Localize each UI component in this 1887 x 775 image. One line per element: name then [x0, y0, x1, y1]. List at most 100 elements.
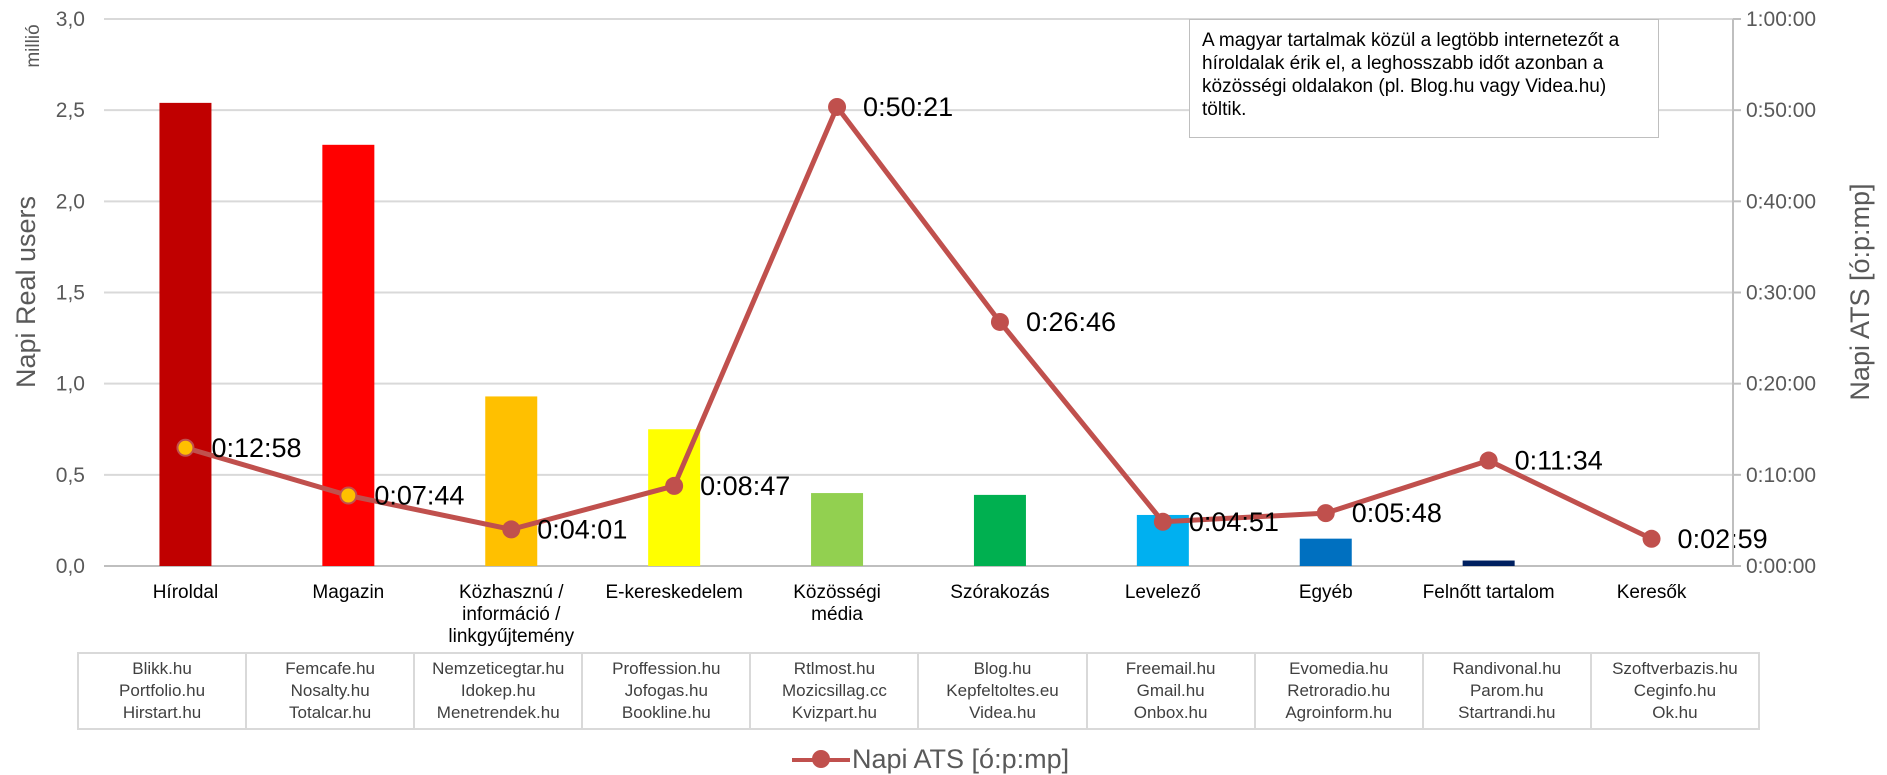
- annotation-box: A magyar tartalmak közül a legtöbb inter…: [1189, 19, 1659, 138]
- site-name: Jofogas.hu: [624, 681, 708, 700]
- legend-line-marker: [792, 744, 850, 774]
- y-left-tick-label: 1,5: [56, 282, 85, 305]
- y-left-axis-title: Napi Real users: [11, 196, 41, 388]
- legend: Napi ATS [ó:p:mp]: [792, 744, 1069, 774]
- ats-data-label: 0:08:47: [700, 471, 790, 501]
- sites-cell: Rtlmost.hu Mozicsillag.cc Kvizpart.hu: [749, 652, 920, 730]
- site-name: Nemzeticegtar.hu: [432, 659, 565, 678]
- ats-point-2: [339, 486, 358, 505]
- y-left-tick-label: 2,0: [56, 190, 85, 213]
- y-left-tick-label: 2,5: [56, 99, 85, 122]
- y-left-tick-label: 0,0: [56, 555, 85, 578]
- bar-3: [485, 396, 538, 566]
- gridlines: [104, 18, 1733, 567]
- sites-cell: Blog.hu Kepfeltoltes.eu Videa.hu: [917, 652, 1088, 730]
- x-category-label: linkgyűjtemény: [448, 626, 574, 647]
- site-name: Kvizpart.hu: [791, 703, 877, 722]
- y-right-axis-title: Napi ATS [ó:p:mp]: [1845, 183, 1875, 400]
- legend-label: Napi ATS [ó:p:mp]: [852, 743, 1070, 774]
- site-name: Gmail.hu: [1136, 681, 1205, 700]
- x-category-label: Híroldal: [153, 582, 218, 603]
- site-name: Parom.hu: [1469, 681, 1544, 700]
- site-name: Evomedia.hu: [1289, 659, 1389, 678]
- bar-4: [648, 429, 701, 566]
- bar-5: [811, 493, 864, 566]
- sites-cell: Femcafe.hu Nosalty.hu Totalcar.hu: [245, 652, 416, 730]
- site-name: Femcafe.hu: [285, 659, 376, 678]
- ats-data-label: 0:07:44: [374, 480, 464, 510]
- ats-point-10: [1642, 529, 1661, 548]
- x-category-label: Egyéb: [1299, 582, 1353, 603]
- site-name: Szoftverbazis.hu: [1612, 659, 1738, 678]
- site-name: Proffession.hu: [612, 659, 721, 678]
- site-name: Rtlmost.hu: [793, 659, 876, 678]
- x-category-label: média: [811, 604, 863, 625]
- bar-6: [973, 494, 1026, 566]
- ats-data-label: 0:05:48: [1352, 498, 1442, 528]
- site-name: Randivonal.hu: [1452, 659, 1562, 678]
- y-right-tick-label: 0:40:00: [1746, 190, 1816, 213]
- ats-point-8: [1316, 504, 1335, 523]
- x-category-label: információ /: [462, 604, 561, 625]
- site-name: Nosalty.hu: [290, 681, 370, 700]
- site-name: Freemail.hu: [1125, 659, 1216, 678]
- site-name: Blikk.hu: [132, 659, 192, 678]
- x-category-label: Felnőtt tartalom: [1423, 582, 1555, 603]
- x-category-label: Közösségi: [793, 582, 881, 603]
- site-name: Bookline.hu: [621, 703, 711, 722]
- ats-line-path: [184, 104, 1653, 542]
- sites-cell: Proffession.hu Jofogas.hu Bookline.hu: [581, 652, 752, 730]
- y-right-tick-label: 0:20:00: [1746, 373, 1816, 396]
- x-category-label: E-kereskedelem: [606, 582, 743, 603]
- ats-point-1: [176, 438, 195, 457]
- ats-data-label: 0:12:58: [211, 433, 301, 463]
- site-name: Onbox.hu: [1133, 703, 1208, 722]
- ats-data-label: 0:04:01: [537, 514, 627, 544]
- ats-point-5: [828, 97, 847, 116]
- sites-cell: Freemail.hu Gmail.hu Onbox.hu: [1085, 652, 1256, 730]
- site-name: Mozicsillag.cc: [781, 681, 887, 700]
- site-name: Ok.hu: [1652, 703, 1698, 722]
- sites-cell: Randivonal.hu Parom.hu Startrandi.hu: [1421, 652, 1592, 730]
- site-name: Blog.hu: [973, 659, 1032, 678]
- bar-9: [1462, 560, 1515, 566]
- sites-table: Blikk.hu Portfolio.hu Hirstart.hu Femcafe.h…: [76, 652, 1761, 730]
- x-category-label: Közhasznú /: [459, 582, 564, 603]
- x-category-label: Keresők: [1617, 582, 1687, 603]
- site-name: Ceginfo.hu: [1633, 681, 1717, 700]
- ats-point-4: [665, 476, 684, 495]
- x-category-label: Levelező: [1125, 582, 1201, 603]
- ats-data-label: 0:50:21: [863, 92, 953, 122]
- y-right-tick-label: 0:30:00: [1746, 282, 1816, 305]
- y-right-tick-label: 0:00:00: [1746, 555, 1816, 578]
- x-category-label: Szórakozás: [950, 582, 1049, 603]
- y-right-tick-label: 0:10:00: [1746, 464, 1816, 487]
- ats-point-7: [1153, 512, 1172, 531]
- site-name: Portfolio.hu: [119, 681, 206, 700]
- site-name: Idokep.hu: [460, 681, 536, 700]
- ats-point-6: [990, 312, 1009, 331]
- ats-point-9: [1479, 451, 1498, 470]
- x-category-label: Magazin: [312, 582, 384, 603]
- ats-data-label: 0:04:51: [1189, 507, 1279, 537]
- y-left-tick-label: 1,0: [56, 373, 85, 396]
- sites-cell: Szoftverbazis.hu Ceginfo.hu Ok.hu: [1589, 652, 1761, 730]
- y-right-tick-label: 1:00:00: [1746, 8, 1816, 31]
- y-left-tick-label: 3,0: [56, 8, 85, 31]
- site-name: Totalcar.hu: [289, 703, 372, 722]
- y-left-tick-label: 0,5: [56, 464, 85, 487]
- site-name: Menetrendek.hu: [436, 703, 560, 722]
- sites-cell: Evomedia.hu Retroradio.hu Agroinform.hu: [1253, 652, 1424, 730]
- axes: 0,0 0,5 1,0 1,5 2,0 2,5 3,0 0:00:00 0:10:00 0:20:…: [11, 8, 1875, 647]
- site-name: Startrandi.hu: [1458, 703, 1556, 722]
- site-name: Hirstart.hu: [122, 703, 202, 722]
- site-name: Agroinform.hu: [1285, 703, 1393, 722]
- ats-point-3: [502, 520, 521, 539]
- y-right-tick-label: 0:50:00: [1746, 99, 1816, 122]
- site-name: Retroradio.hu: [1287, 681, 1391, 700]
- ats-data-label: 0:11:34: [1515, 446, 1603, 476]
- sites-row: Blikk.hu Portfolio.hu Hirstart.hu Femcafe.h…: [76, 652, 1761, 730]
- y-left-unit-label: millió: [23, 24, 44, 67]
- ats-line: 0:12:58 0:07:44 0:04:01 0:08:47 0:50:21 0:26:…: [176, 92, 1768, 554]
